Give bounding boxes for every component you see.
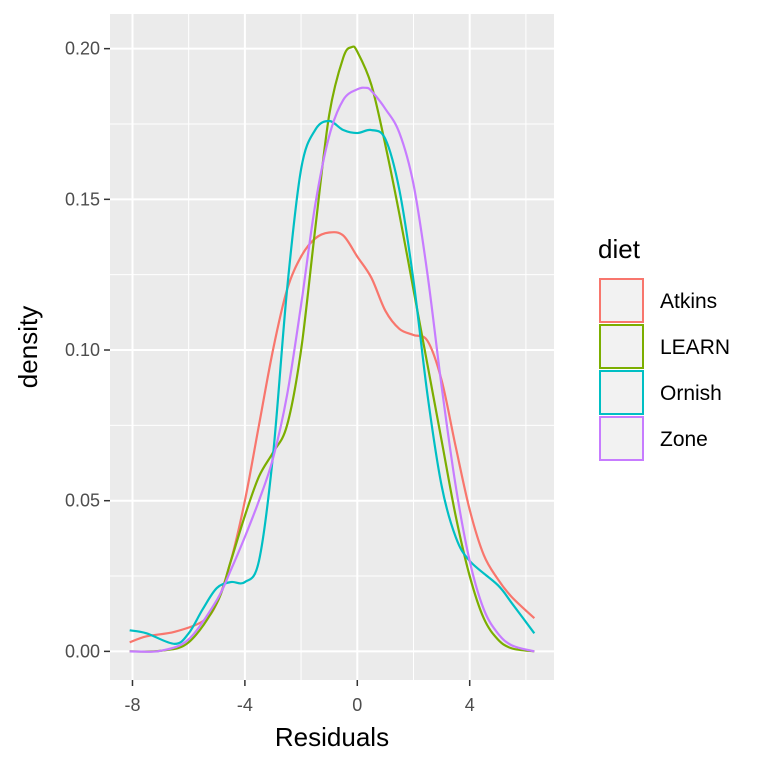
density-line-ornish	[129, 119, 536, 645]
y-tick-label: 0.10	[65, 340, 100, 360]
legend-title: diet	[598, 234, 641, 264]
legend-label-ornish: Ornish	[660, 382, 722, 405]
legend-key-learn	[599, 324, 644, 369]
major-gridlines	[110, 14, 554, 680]
legend-key-ornish	[599, 370, 644, 415]
legend-label-atkins: Atkins	[660, 290, 717, 313]
legend-items: Atkins LEARN Ornish Zone	[599, 278, 730, 461]
density-curves	[129, 45, 536, 653]
x-tick-label: -4	[237, 695, 253, 715]
legend-key-zone	[599, 416, 644, 461]
x-tick-label: 0	[352, 695, 362, 715]
legend: diet Atkins LEARN Ornish Zone	[598, 234, 730, 461]
y-tick-label: 0.20	[65, 39, 100, 59]
x-tick-label: -8	[124, 695, 140, 715]
plot-panel	[110, 14, 554, 680]
y-axis-title: density	[13, 306, 43, 388]
y-axis: 0.00 0.05 0.10 0.15 0.20	[65, 39, 110, 661]
y-tick-label: 0.00	[65, 641, 100, 661]
y-tick-label: 0.05	[65, 491, 100, 511]
y-tick-label: 0.15	[65, 189, 100, 209]
x-axis: -8 -4 0 4	[124, 680, 475, 715]
legend-key-atkins	[599, 278, 644, 323]
x-axis-title: Residuals	[275, 722, 389, 752]
legend-label-learn: LEARN	[660, 336, 730, 359]
legend-label-zone: Zone	[660, 428, 708, 451]
x-tick-label: 4	[465, 695, 475, 715]
density-line-zone	[129, 86, 535, 653]
density-line-learn	[129, 45, 535, 653]
